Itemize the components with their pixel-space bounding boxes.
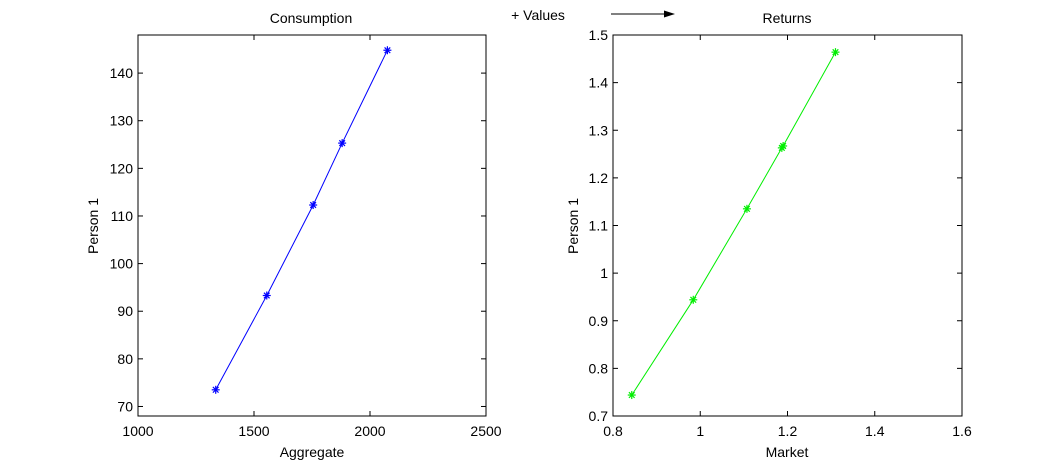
data-point-marker	[742, 204, 751, 213]
data-point-marker	[689, 295, 698, 304]
x-tick-label: 1.4	[865, 423, 885, 439]
y-tick-label: 1	[600, 265, 608, 281]
axis-ticks: 0.8 1 1.2 1.4 1.60.70.80.911.11.21.31.41.5	[589, 27, 972, 439]
y-tick-label: 0.8	[589, 360, 609, 376]
y-tick-label: 140	[110, 65, 134, 81]
plot-area-frame	[137, 34, 487, 417]
y-axis-label: Person 1	[565, 198, 581, 254]
y-axis-label: Person 1	[85, 198, 101, 254]
data-point-marker	[211, 385, 220, 394]
x-axis-label: Aggregate	[280, 444, 345, 460]
returns-subplot: Returns 0.8 1 1.2 1.4 1.60.70.80.911.11.21.3…	[565, 10, 972, 460]
x-tick-label: 1000	[122, 423, 153, 439]
chart-title: Returns	[762, 10, 811, 26]
series-line	[631, 51, 836, 396]
y-tick-label: 1.4	[589, 75, 609, 91]
axis-ticks: 1000 1500 2000 2500 70 80 90 100 110 120 130 140	[110, 35, 502, 439]
consumption-subplot: Consumption 1000 1500 2000 2500 70 80 90 100 110…	[85, 10, 502, 460]
y-tick-label: 90	[117, 303, 133, 319]
chart-title: Consumption	[270, 10, 353, 26]
data-point-marker	[383, 46, 392, 55]
x-tick-label: 1.6	[952, 423, 972, 439]
y-tick-label: 120	[110, 160, 134, 176]
x-tick-label: 1.2	[778, 423, 798, 439]
series-polyline	[631, 51, 836, 396]
y-tick-label: 110	[111, 208, 134, 224]
y-tick-label: 80	[117, 351, 133, 367]
series-markers	[211, 46, 392, 394]
y-tick-label: 70	[117, 398, 133, 414]
y-tick-label: 100	[110, 256, 134, 272]
annotation-text: + Values	[511, 7, 565, 23]
x-tick-label: 1	[696, 423, 704, 439]
values-annotation: + Values	[511, 7, 675, 23]
x-tick-label: 2500	[470, 423, 501, 439]
series-markers	[627, 48, 840, 400]
y-tick-label: 1.5	[589, 27, 609, 43]
x-tick-label: 0.8	[603, 423, 623, 439]
x-tick-label: 2000	[354, 423, 385, 439]
y-tick-label: 130	[110, 113, 134, 129]
y-tick-label: 0.9	[589, 313, 609, 329]
y-tick-label: 0.7	[589, 408, 609, 424]
data-point-marker	[309, 201, 318, 210]
y-tick-label: 1.2	[589, 170, 609, 186]
x-axis-label: Market	[766, 444, 809, 460]
data-point-marker	[779, 141, 788, 150]
right-arrow-icon	[611, 10, 675, 18]
y-tick-label: 1.3	[589, 122, 609, 138]
data-point-marker	[627, 391, 636, 400]
x-tick-label: 1500	[238, 423, 269, 439]
y-tick-label: 1.1	[589, 218, 609, 234]
data-point-marker	[262, 291, 271, 300]
data-point-marker	[831, 48, 840, 57]
data-point-marker	[338, 139, 347, 148]
